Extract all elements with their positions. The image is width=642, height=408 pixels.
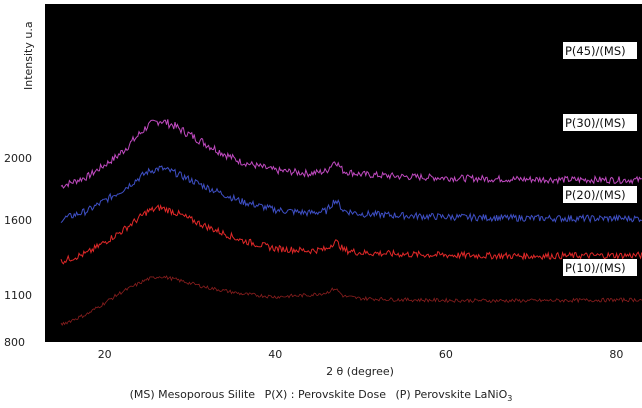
x-axis-label: 2 θ (degree): [326, 365, 394, 378]
series-label-bg-3: [563, 186, 637, 203]
series-line-4: [60, 275, 642, 326]
series-label-bg-1: [563, 42, 637, 59]
footer-ms: (MS) Mesoporous Silite: [129, 388, 256, 401]
y-tick-label: 1600: [4, 214, 32, 227]
y-tick-label: 800: [4, 336, 25, 349]
footer-legend: (MS) Mesoporous Silite P(X) : Perovskite…: [0, 388, 642, 403]
y-axis-label: Intensity u.a: [22, 21, 35, 90]
series-label-layer: P(45)/(MS) P(30)/(MS) P(20)/(MS) P(10)/(MS): [563, 42, 637, 276]
series-line-3: [60, 203, 642, 265]
x-tick-label: 60: [439, 348, 453, 361]
x-tick-label: 40: [268, 348, 282, 361]
series-line-2: [60, 165, 642, 224]
footer-px: P(X) : Perovskite Dose: [264, 388, 386, 401]
series-label-1: P(45)/(MS): [565, 44, 626, 58]
series-label-bg-2: [563, 114, 637, 131]
series-label-4: P(10)/(MS): [565, 261, 626, 275]
series-layer: [60, 119, 642, 326]
x-tick-label: 20: [98, 348, 112, 361]
footer-p: (P) Perovskite LaNiO3: [395, 388, 513, 404]
series-line-1: [60, 119, 642, 189]
series-label-2: P(30)/(MS): [565, 116, 626, 130]
y-tick-label: 2000: [4, 152, 32, 165]
x-tick-layer: 20 40 60 80: [98, 348, 624, 361]
x-tick-label: 80: [609, 348, 623, 361]
y-tick-layer: 800 1100 1600 2000: [4, 152, 32, 349]
series-label-3: P(20)/(MS): [565, 188, 626, 202]
footer-p-sub: 3: [507, 394, 513, 404]
footer-p-text: (P) Perovskite LaNiO: [395, 388, 508, 401]
series-label-bg-4: [563, 259, 637, 276]
y-tick-label: 1100: [4, 289, 32, 302]
